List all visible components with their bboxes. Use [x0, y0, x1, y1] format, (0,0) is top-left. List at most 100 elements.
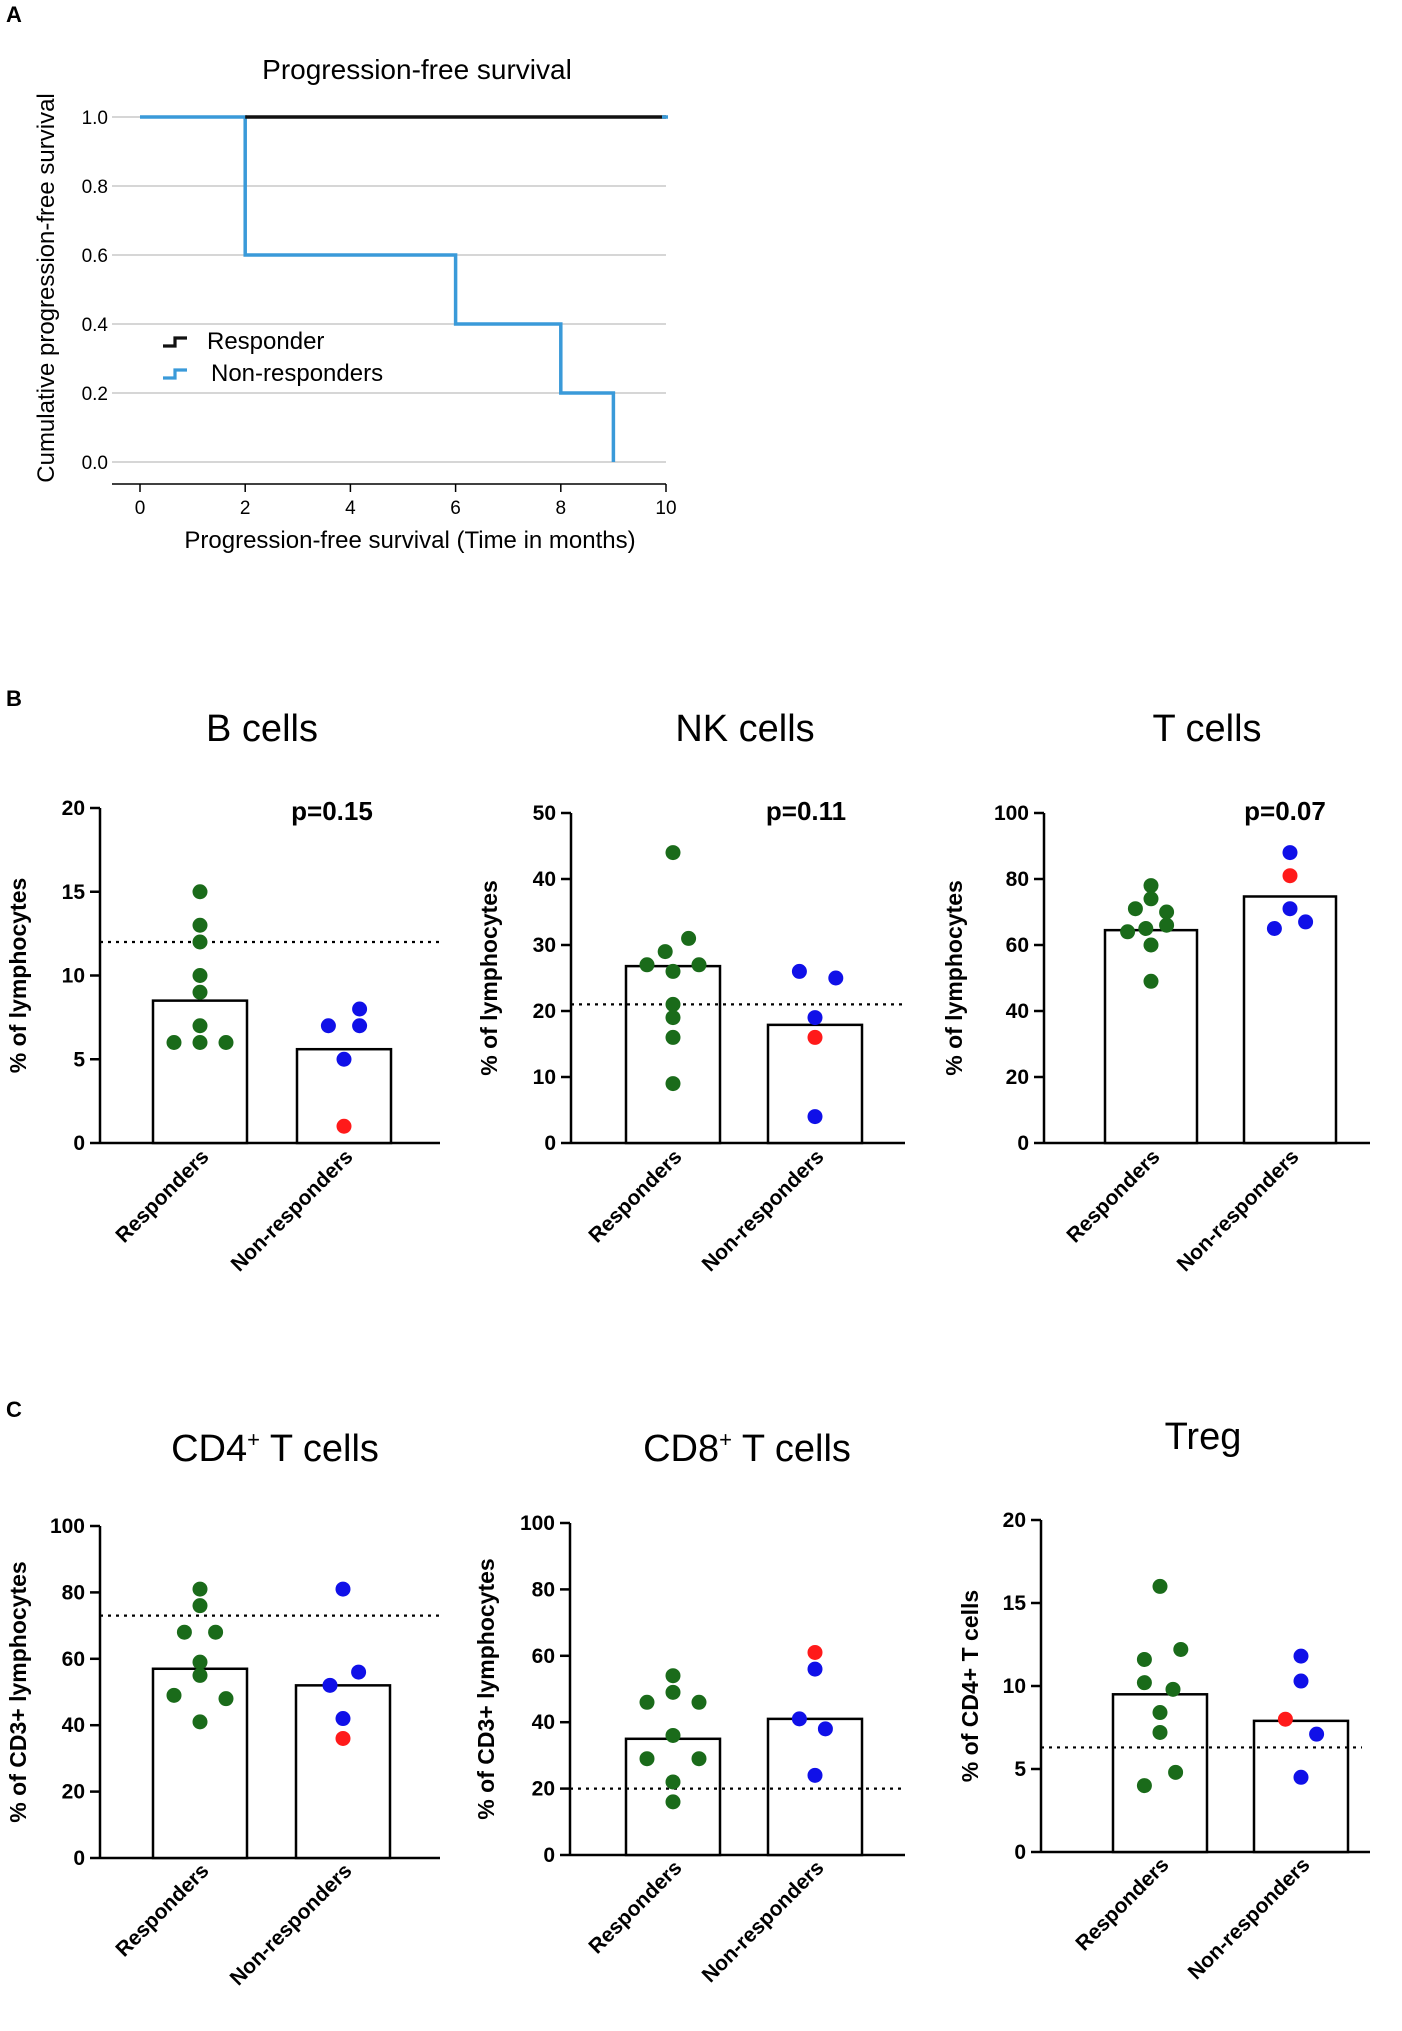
- nkcells-data-point: [807, 1010, 823, 1026]
- treg-y-tick-label: 0: [1014, 1841, 1026, 1864]
- nkcells-y-tick-label: 40: [533, 868, 556, 891]
- nkcells-data-point: [828, 970, 844, 986]
- cd4-data-point: [166, 1687, 182, 1703]
- cd8-data-point: [817, 1721, 833, 1737]
- bcells-y-tick-label: 15: [62, 881, 86, 904]
- bcells-y-tick-label: 5: [73, 1048, 85, 1071]
- cd4-y-tick-label: 0: [73, 1847, 85, 1870]
- cd4-data-point: [335, 1730, 351, 1746]
- bcells-y-axis-label: % of lymphocytes: [5, 878, 31, 1074]
- treg-y-tick-label: 10: [1003, 1675, 1026, 1698]
- km-chart: 0.0 0.2 0.4 0.6 0.8 1.0 0 2 4 6 8 10 Progression-fre…: [33, 54, 677, 554]
- cd8-y-tick-label: 80: [532, 1578, 555, 1601]
- tcells-y-tick-label: 60: [1006, 934, 1029, 957]
- nkcells-data-point: [807, 1109, 823, 1125]
- treg-title: Treg: [1165, 1416, 1242, 1458]
- treg-data-point: [1152, 1578, 1168, 1594]
- cd4-title-sup: +: [247, 1427, 260, 1452]
- tcells-data-point: [1143, 878, 1159, 894]
- cd4-category-label: Responders: [111, 1859, 213, 1961]
- km-y-tick-label: 1.0: [82, 108, 108, 129]
- nkcells-p-value: p=0.11: [766, 796, 846, 826]
- nkcells-category-label: Responders: [584, 1145, 686, 1247]
- tcells-data-point: [1266, 921, 1282, 936]
- tcells-y-tick-label: 80: [1006, 868, 1029, 891]
- cd4-chart: CD4+ T cells 0 20 40 60 80 100 % of CD3+ lympho…: [5, 1427, 440, 1990]
- tcells-y-tick-label: 40: [1006, 1000, 1029, 1023]
- treg-data-point: [1168, 1764, 1184, 1780]
- cd8-chart: CD8+ T cells 0 20 40 60 80 100 % of CD3+ lympho…: [473, 1427, 905, 1987]
- nkcells-data-point: [791, 963, 807, 979]
- panel-letter-b: B: [6, 686, 22, 711]
- nkcells-data-point: [665, 963, 681, 979]
- cd4-data-point: [351, 1664, 367, 1680]
- km-y-axis-label: Cumulative progression-free survival: [33, 93, 60, 482]
- nkcells-y-tick-label: 50: [533, 802, 556, 825]
- bcells-data-point: [192, 917, 208, 933]
- nkcells-data-point: [665, 845, 681, 861]
- cd8-title-rest: T cells: [732, 1428, 851, 1470]
- cd8-data-point: [691, 1751, 707, 1767]
- bcells-data-point: [166, 1035, 182, 1050]
- bcells-data-point: [192, 884, 208, 900]
- cd8-data-point: [639, 1694, 655, 1710]
- panel-letter-c: C: [6, 1397, 22, 1422]
- tcells-data-point: [1143, 973, 1159, 989]
- cd4-data-point: [218, 1691, 234, 1707]
- tcells-bar-nonresponders: [1242, 895, 1338, 1145]
- cd8-data-point: [665, 1794, 681, 1810]
- nkcells-chart: NK cells 0 10 20 30 40 50 % of lymphocytes Respo…: [476, 708, 905, 1276]
- treg-data-point: [1293, 1769, 1309, 1785]
- tcells-y-axis-label: % of lymphocytes: [941, 880, 967, 1076]
- nkcells-category-label: Non-responders: [698, 1145, 829, 1276]
- cd4-data-point: [208, 1624, 224, 1640]
- km-x-tick-label: 6: [450, 498, 461, 519]
- tcells-title-main: T cells: [1152, 708, 1261, 750]
- cd8-y-tick-label: 20: [532, 1778, 555, 1801]
- tcells-category-label: Responders: [1062, 1145, 1164, 1247]
- bcells-data-point: [192, 968, 208, 983]
- treg-y-tick-label: 20: [1003, 1509, 1026, 1532]
- cd4-title-main: CD4: [171, 1428, 247, 1470]
- bcells-data-point: [352, 1018, 368, 1034]
- km-y-tick-label: 0.2: [82, 384, 108, 405]
- nkcells-y-tick-label: 0: [544, 1132, 556, 1155]
- cd8-data-point: [665, 1684, 681, 1700]
- bcells-data-point: [336, 1118, 352, 1134]
- nkcells-data-point: [665, 996, 681, 1012]
- cd8-data-point: [691, 1694, 707, 1710]
- treg-data-point: [1173, 1641, 1189, 1657]
- km-x-tick-label: 0: [135, 498, 146, 519]
- km-x-axis-label: Progression-free survival (Time in month…: [184, 527, 635, 554]
- bcells-data-point: [192, 1035, 208, 1050]
- tcells-data-point: [1159, 917, 1175, 933]
- tcells-category-label: Non-responders: [1173, 1145, 1304, 1276]
- nkcells-data-point: [657, 944, 673, 960]
- tcells-bar-responders: [1103, 928, 1199, 1145]
- treg-data-point: [1309, 1726, 1325, 1742]
- treg-data-point: [1293, 1673, 1309, 1689]
- cd8-data-point: [807, 1644, 823, 1660]
- cd8-category-label: Responders: [584, 1856, 686, 1958]
- cd8-y-tick-label: 40: [532, 1711, 555, 1734]
- cd8-data-point: [807, 1661, 823, 1677]
- cd8-y-tick-label: 60: [532, 1645, 555, 1668]
- cd4-data-point: [176, 1624, 192, 1640]
- dot-plot-charts: B cells 0 5 10 15 20 % of lymphocytes Responder…: [5, 708, 1370, 1990]
- bcells-y-tick-label: 10: [62, 965, 85, 988]
- nkcells-y-axis-label: % of lymphocytes: [476, 880, 502, 1076]
- cd4-y-tick-label: 100: [50, 1515, 85, 1538]
- km-nonresponder-curve: [140, 115, 616, 462]
- nkcells-data-point: [639, 957, 655, 973]
- tcells-y-tick-label: 20: [1006, 1066, 1029, 1089]
- cd8-data-point: [665, 1668, 681, 1684]
- cd8-data-point: [665, 1774, 681, 1790]
- bcells-data-point: [218, 1035, 234, 1050]
- treg-data-point: [1293, 1648, 1309, 1664]
- tcells-data-point: [1143, 891, 1159, 907]
- cd4-data-point: [335, 1581, 351, 1597]
- cd4-data-point: [192, 1654, 208, 1670]
- bcells-title-main: B cells: [206, 708, 318, 750]
- cd4-y-tick-label: 80: [62, 1581, 85, 1604]
